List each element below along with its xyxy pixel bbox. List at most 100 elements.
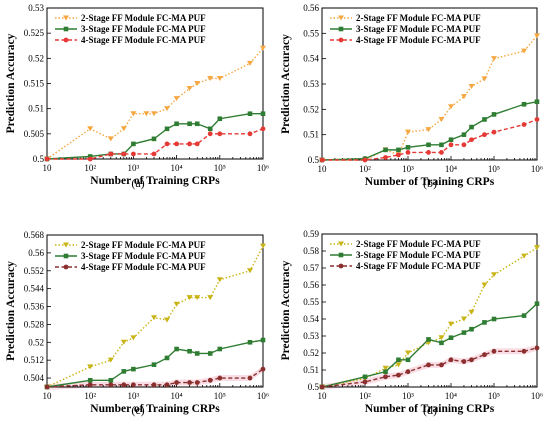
data-point: [151, 111, 158, 117]
data-point: [260, 366, 266, 372]
chart-panel-1: 10 10² 10³ 10⁴ 10⁵ 10⁶ 0.5 0.505 0.51 0.515 0.52 0.…: [5, 3, 269, 190]
data-point: [396, 147, 401, 153]
data-point: [164, 382, 170, 388]
data-point: [186, 86, 193, 92]
data-point: [439, 150, 444, 155]
data-point: [173, 301, 180, 307]
y-tick-label: 0.56: [303, 280, 319, 290]
y-tick-label: 0.56: [303, 3, 319, 13]
y-tick-label: 0.53: [303, 331, 319, 341]
data-point: [491, 129, 497, 135]
x-tick-label: 10⁶: [531, 391, 543, 401]
data-point: [216, 75, 223, 81]
x-tick-label: 10⁵: [214, 391, 226, 401]
legend-marker: [338, 15, 344, 21]
data-point: [491, 112, 497, 117]
y-tick-label: 0.5: [33, 154, 45, 164]
data-point: [247, 375, 253, 381]
data-point: [461, 132, 467, 137]
y-tick-label: 0.53: [303, 79, 319, 89]
x-tick-label: 10³: [402, 391, 414, 401]
data-point: [151, 315, 158, 321]
legend-marker: [63, 253, 69, 259]
legend-label: 3-Stage FF Module FC-MA PUF: [356, 250, 481, 260]
data-point: [383, 369, 388, 374]
data-point: [217, 375, 223, 381]
data-point: [521, 348, 527, 354]
y-tick-label: 0.505: [24, 129, 45, 139]
y-tick-label: 0.52: [303, 348, 319, 358]
series-line: [46, 47, 264, 160]
series-2-stage: [44, 45, 266, 162]
legend-marker: [338, 241, 344, 247]
x-tick-label: 10⁶: [257, 391, 269, 401]
data-point: [383, 155, 388, 160]
data-point: [260, 243, 266, 249]
x-tick-label: 10²: [359, 164, 371, 174]
x-axis-label: Number of Training CRPs: [90, 403, 220, 415]
data-point: [260, 337, 266, 343]
data-point: [151, 362, 157, 367]
data-point: [174, 141, 180, 147]
y-tick-label: 0.51: [303, 130, 319, 140]
y-tick-label: 0.54: [303, 54, 319, 64]
legend-marker: [338, 252, 344, 258]
y-axis-label: Prediction Accuracy: [5, 261, 17, 361]
data-point: [187, 121, 192, 127]
series-line: [321, 247, 538, 388]
data-point: [491, 348, 497, 354]
data-point: [131, 366, 136, 372]
data-point: [534, 301, 540, 306]
y-tick-label: 0.544: [24, 284, 45, 294]
data-point: [448, 104, 454, 110]
x-tick-label: 10⁴: [445, 164, 457, 174]
x-tick-label: 10⁶: [257, 163, 269, 173]
x-tick-label: 10²: [84, 391, 96, 401]
legend-label: 4-Stage FF Module FC-MA PUF: [81, 262, 206, 272]
data-point: [468, 84, 475, 90]
data-point: [207, 377, 213, 383]
data-point: [216, 277, 223, 283]
data-point: [439, 362, 444, 368]
y-tick-label: 0.52: [303, 104, 319, 114]
data-point: [382, 365, 389, 371]
plot-frame: [321, 233, 538, 388]
data-point: [247, 131, 253, 137]
data-point: [164, 106, 171, 112]
y-tick-label: 0.528: [24, 319, 45, 329]
series-line: [46, 245, 264, 388]
data-point: [461, 330, 467, 335]
data-point: [383, 147, 388, 153]
legend-label: 4-Stage FF Module FC-MA PUF: [356, 35, 481, 45]
x-tick-label: 10⁵: [214, 163, 226, 173]
legend-marker: [63, 37, 69, 43]
x-tick-label: 10³: [402, 164, 414, 174]
data-point: [405, 357, 411, 363]
data-point: [87, 382, 93, 388]
data-point: [194, 121, 200, 127]
data-point: [164, 355, 170, 361]
data-point: [448, 321, 454, 327]
data-point: [217, 116, 223, 122]
data-point: [246, 60, 253, 66]
data-point: [87, 377, 93, 383]
legend-label: 2-Stage FF Module FC-MA PUF: [356, 13, 481, 23]
series-3-stage: [319, 301, 540, 390]
data-point: [534, 245, 540, 251]
data-point: [448, 137, 454, 143]
data-point: [491, 56, 497, 62]
series-4-stage: [44, 126, 266, 162]
data-point: [207, 126, 213, 132]
chart-panel-3: 10 10² 10³ 10⁴ 10⁵ 10⁶ 0.504 0.512 0.52 0.528 0.53…: [5, 230, 269, 417]
data-point: [460, 316, 467, 322]
data-point: [87, 126, 94, 132]
data-point: [207, 131, 213, 137]
data-point: [131, 141, 136, 147]
data-point: [396, 357, 401, 363]
data-point: [491, 316, 497, 322]
data-point: [131, 382, 136, 388]
